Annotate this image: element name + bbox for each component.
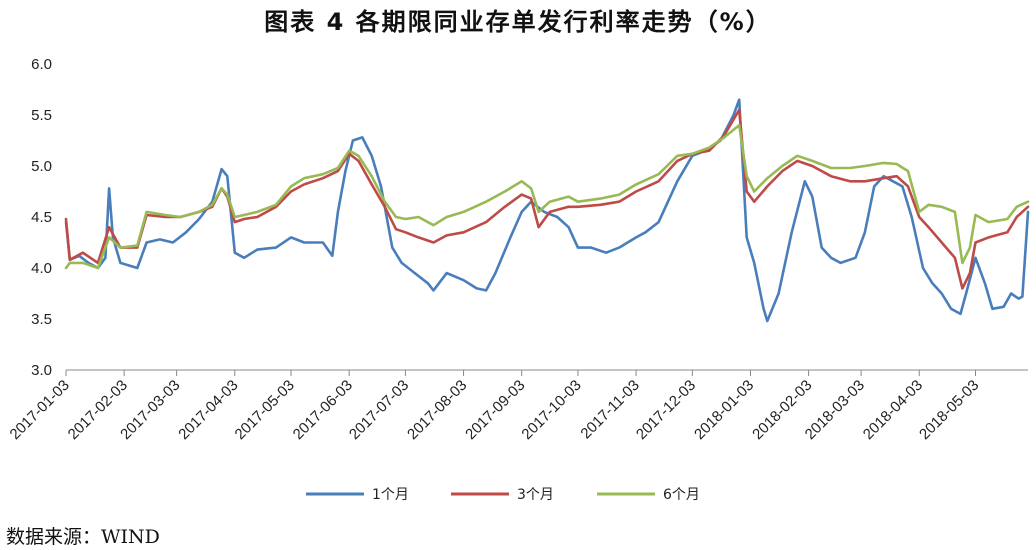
legend: 1个月 3个月 6个月: [306, 487, 700, 503]
series-lines: [64, 98, 1030, 323]
y-tick-label: 3.5: [31, 311, 52, 328]
y-tick-label: 5.5: [31, 107, 52, 124]
x-tick-label: 2018-01-03: [691, 377, 757, 443]
y-axis: 6.0 5.5 5.0 4.5 4.0 3.5 3.0: [31, 56, 52, 379]
source-note: 数据来源：WIND: [6, 526, 160, 548]
x-tick-label: 2018-05-03: [916, 377, 982, 443]
legend-label: 6个月: [663, 487, 700, 503]
legend-label: 3个月: [517, 487, 554, 503]
x-tick-label: 2017-06-03: [290, 377, 356, 443]
x-tick-label: 2017-09-03: [462, 377, 528, 443]
x-axis: 2017-01-032017-02-032017-03-032017-04-03…: [7, 369, 1028, 443]
series-line-1个月: [64, 98, 1030, 323]
x-tick-label: 2017-08-03: [404, 377, 470, 443]
x-tick-label: 2018-04-03: [860, 377, 926, 443]
x-tick-label: 2017-10-03: [518, 377, 584, 443]
y-tick-label: 4.5: [31, 209, 52, 226]
x-tick-label: 2017-01-03: [7, 377, 73, 443]
chart-title: 图表 4 各期限同业存单发行利率走势（%）: [264, 8, 772, 36]
legend-label: 1个月: [372, 487, 409, 503]
y-tick-label: 3.0: [31, 362, 52, 379]
x-tick-label: 2017-04-03: [175, 377, 241, 443]
y-tick-label: 4.0: [31, 260, 52, 277]
x-tick-label: 2017-07-03: [346, 377, 412, 443]
y-tick-label: 5.0: [31, 158, 52, 175]
series-line-3个月: [64, 108, 1030, 290]
x-tick-label: 2017-12-03: [633, 377, 699, 443]
y-tick-label: 6.0: [31, 56, 52, 73]
x-tick-label: 2017-05-03: [232, 377, 298, 443]
series-line-6个月: [64, 123, 1030, 270]
